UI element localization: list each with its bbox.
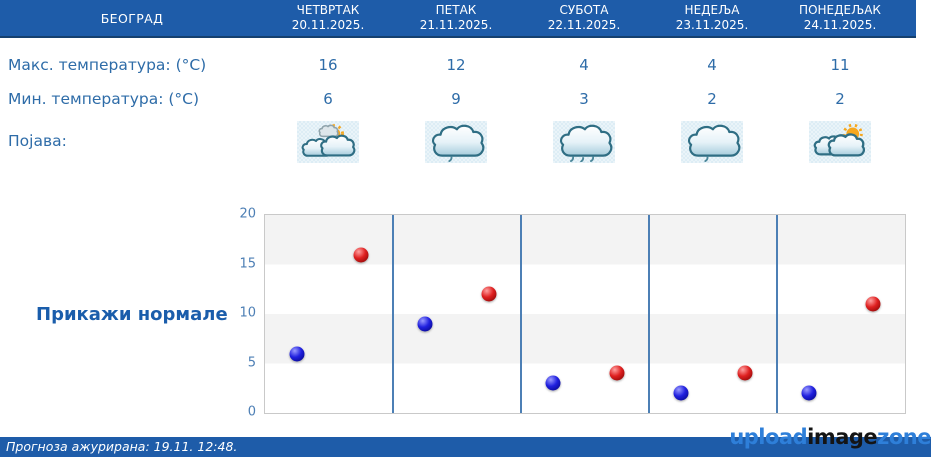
day-separator: [392, 215, 394, 413]
min-temp-point: [673, 385, 689, 401]
y-tick-label: 10: [239, 305, 256, 321]
forecast-updated-text: Прогноза ажурирана: 19.11. 12:48.: [6, 439, 238, 454]
min-temp-point: [545, 375, 561, 391]
max-temp-point: [609, 365, 625, 381]
watermark-image: image: [807, 425, 878, 449]
day-name: ПОНЕДЕЉАК: [799, 3, 881, 17]
min-temp-value: 3: [579, 90, 589, 108]
watermark-upload: upload: [729, 425, 808, 449]
min-temperature-row: Мин. температура: (°C) 6 9 3 2 2: [0, 86, 916, 112]
cloud-drizzle-icon: [425, 121, 487, 163]
day-header-friday: ПЕТАК 21.11.2025.: [392, 0, 520, 36]
max-temp-value: 4: [707, 56, 717, 74]
phenomenon-icons-row: [264, 121, 904, 165]
phenomenon-label: Појава:: [8, 132, 67, 150]
y-tick-label: 15: [239, 256, 256, 271]
day-date: 24.11.2025.: [803, 18, 877, 32]
day-date: 23.11.2025.: [675, 18, 749, 32]
min-temp-point: [417, 316, 433, 332]
max-temp-value: 16: [318, 56, 338, 74]
min-temperature-label: Мин. температура: (°C): [8, 90, 200, 108]
chart-plot: [264, 214, 906, 414]
min-temp-value: 9: [451, 90, 461, 108]
max-temperature-row: Макс. температура: (°C) 16 12 4 4 11: [0, 52, 916, 78]
day-name: НЕДЕЉА: [684, 3, 740, 17]
max-temp-point: [737, 365, 753, 381]
day-name: СУБОТА: [559, 3, 609, 17]
watermark-zone: zone: [877, 425, 931, 449]
max-temp-value: 11: [830, 56, 850, 74]
max-temperature-label: Макс. температура: (°C): [8, 56, 207, 74]
forecast-header: БЕОГРАД ЧЕТВРТАК 20.11.2025. ПЕТАК 21.11…: [0, 0, 916, 38]
location-title: БЕОГРАД: [100, 10, 164, 26]
max-temp-value: 4: [579, 56, 589, 74]
day-separator: [520, 215, 522, 413]
day-header-thursday: ЧЕТВРТАК 20.11.2025.: [264, 0, 392, 36]
day-date: 20.11.2025.: [291, 18, 365, 32]
sun-clouds-icon: [297, 121, 359, 163]
day-header-monday: ПОНЕДЕЉАК 24.11.2025.: [776, 0, 904, 36]
y-tick-label: 5: [247, 355, 256, 370]
clouds-sun-icon: [809, 121, 871, 163]
show-normals-link[interactable]: Прикажи нормале: [36, 304, 228, 325]
min-temp-value: 2: [835, 90, 845, 108]
y-tick-label: 0: [247, 404, 256, 420]
forecast-updated-bar: Прогноза ажурирана: 19.11. 12:48.: [0, 437, 931, 457]
day-header-saturday: СУБОТА 22.11.2025.: [520, 0, 648, 36]
min-temp-point: [801, 385, 817, 401]
min-temp-point: [289, 346, 305, 362]
max-temp-point: [353, 247, 369, 263]
cloud-rain-icon: [553, 121, 615, 163]
min-temp-value: 6: [323, 90, 333, 108]
cloud-drizzle-icon: [681, 121, 743, 163]
max-temp-value: 12: [446, 56, 466, 74]
uploadimagezone-watermark: uploadimagezone: [729, 425, 931, 449]
day-separator: [648, 215, 650, 413]
min-temp-value: 2: [707, 90, 717, 108]
max-temp-point: [481, 286, 497, 302]
y-axis: 0 5 10 15 20: [226, 207, 256, 420]
day-header-sunday: НЕДЕЉА 23.11.2025.: [648, 0, 776, 36]
max-temp-point: [865, 296, 881, 312]
day-separator: [776, 215, 778, 413]
day-date: 21.11.2025.: [419, 18, 493, 32]
y-tick-label: 20: [239, 206, 256, 222]
day-name: ЧЕТВРТАК: [296, 3, 360, 17]
day-date: 22.11.2025.: [547, 18, 621, 32]
day-name: ПЕТАК: [435, 3, 477, 17]
